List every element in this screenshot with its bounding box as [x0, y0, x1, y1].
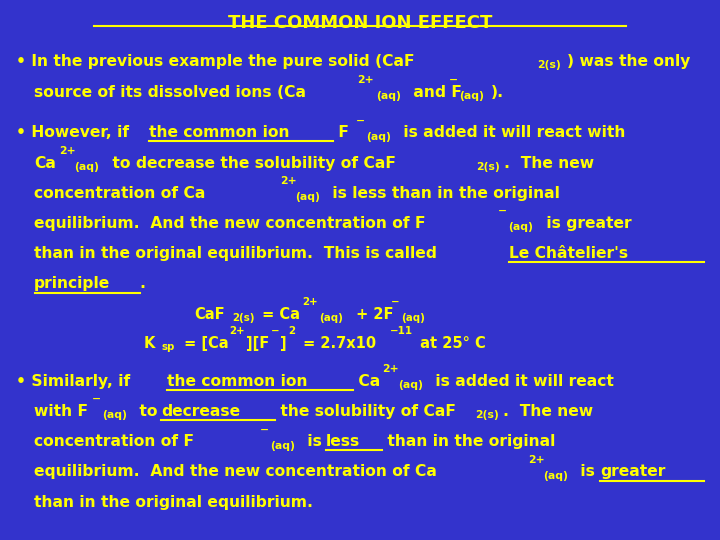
Text: Ca: Ca	[353, 374, 380, 389]
Text: ).: ).	[491, 85, 504, 100]
Text: sp: sp	[161, 342, 175, 353]
Text: than in the original equilibrium.  This is called: than in the original equilibrium. This i…	[34, 246, 442, 261]
Text: −: −	[449, 75, 459, 85]
Text: THE COMMON ION EFFECT: THE COMMON ION EFFECT	[228, 14, 492, 31]
Text: −: −	[391, 297, 400, 307]
Text: ]: ]	[280, 336, 287, 351]
Text: (aq): (aq)	[319, 313, 343, 323]
Text: K: K	[144, 336, 156, 351]
Text: −: −	[356, 116, 365, 126]
Text: 2(s): 2(s)	[475, 410, 499, 421]
Text: 2+: 2+	[528, 455, 544, 465]
Text: to: to	[134, 404, 163, 419]
Text: (aq): (aq)	[376, 91, 401, 102]
Text: source of its dissolved ions (Ca: source of its dissolved ions (Ca	[34, 85, 306, 100]
Text: = 2.7x10: = 2.7x10	[298, 336, 377, 351]
Text: the solubility of CaF: the solubility of CaF	[275, 404, 456, 419]
Text: than in the original: than in the original	[382, 434, 555, 449]
Text: (aq): (aq)	[270, 441, 295, 451]
Text: decrease: decrease	[161, 404, 240, 419]
Text: .: .	[140, 276, 145, 292]
Text: 2+: 2+	[302, 297, 318, 307]
Text: ) was the only: ) was the only	[567, 54, 690, 69]
Text: 2: 2	[289, 326, 296, 336]
Text: is: is	[575, 464, 600, 480]
Text: ][F: ][F	[246, 336, 269, 351]
Text: (aq): (aq)	[102, 410, 127, 421]
Text: less: less	[326, 434, 361, 449]
Text: greater: greater	[600, 464, 665, 480]
Text: (aq): (aq)	[544, 471, 569, 481]
Text: equilibrium.  And the new concentration of F: equilibrium. And the new concentration o…	[34, 216, 426, 231]
Text: −: −	[498, 206, 508, 217]
Text: (aq): (aq)	[398, 380, 423, 390]
Text: 2(s): 2(s)	[232, 313, 254, 323]
Text: is added it will react with: is added it will react with	[398, 125, 626, 140]
Text: 2+: 2+	[357, 75, 374, 85]
Text: • However, if: • However, if	[16, 125, 135, 140]
Text: = [Ca: = [Ca	[179, 336, 228, 351]
Text: F: F	[333, 125, 349, 140]
Text: the common ion: the common ion	[167, 374, 307, 389]
Text: (aq): (aq)	[508, 222, 534, 233]
Text: at 25° C: at 25° C	[415, 336, 485, 351]
Text: is less than in the original: is less than in the original	[327, 186, 559, 201]
Text: CaF: CaF	[194, 307, 225, 322]
Text: 2+: 2+	[59, 146, 76, 156]
Text: principle: principle	[34, 276, 110, 292]
Text: −: −	[92, 394, 102, 404]
Text: • In the previous example the pure solid (CaF: • In the previous example the pure solid…	[16, 54, 414, 69]
Text: .  The new: . The new	[504, 156, 594, 171]
Text: (aq): (aq)	[74, 162, 99, 172]
Text: 2(s): 2(s)	[476, 162, 500, 172]
Text: the common ion: the common ion	[149, 125, 289, 140]
Text: with F: with F	[34, 404, 88, 419]
Text: concentration of F: concentration of F	[34, 434, 194, 449]
Text: concentration of Ca: concentration of Ca	[34, 186, 205, 201]
Text: (aq): (aq)	[295, 192, 320, 202]
Text: to decrease the solubility of CaF: to decrease the solubility of CaF	[107, 156, 395, 171]
Text: = Ca: = Ca	[257, 307, 300, 322]
Text: and F: and F	[408, 85, 462, 100]
Text: • Similarly, if: • Similarly, if	[16, 374, 135, 389]
Text: 2+: 2+	[280, 176, 297, 186]
Text: Ca: Ca	[34, 156, 55, 171]
Text: 2(s): 2(s)	[537, 60, 561, 71]
Text: 2+: 2+	[229, 326, 245, 336]
Text: than in the original equilibrium.: than in the original equilibrium.	[34, 495, 313, 510]
Text: −11: −11	[390, 326, 413, 336]
Text: −: −	[271, 326, 279, 336]
Text: Le Châtelier's: Le Châtelier's	[509, 246, 628, 261]
Text: + 2F: + 2F	[351, 307, 393, 322]
Text: is greater: is greater	[541, 216, 631, 231]
Text: (aq): (aq)	[366, 132, 391, 142]
Text: .  The new: . The new	[503, 404, 593, 419]
Text: (aq): (aq)	[459, 91, 485, 102]
Text: −: −	[260, 424, 269, 435]
Text: (aq): (aq)	[401, 313, 425, 323]
Text: 2+: 2+	[382, 364, 399, 374]
Text: is: is	[302, 434, 327, 449]
Text: equilibrium.  And the new concentration of Ca: equilibrium. And the new concentration o…	[34, 464, 437, 480]
Text: is added it will react: is added it will react	[430, 374, 613, 389]
